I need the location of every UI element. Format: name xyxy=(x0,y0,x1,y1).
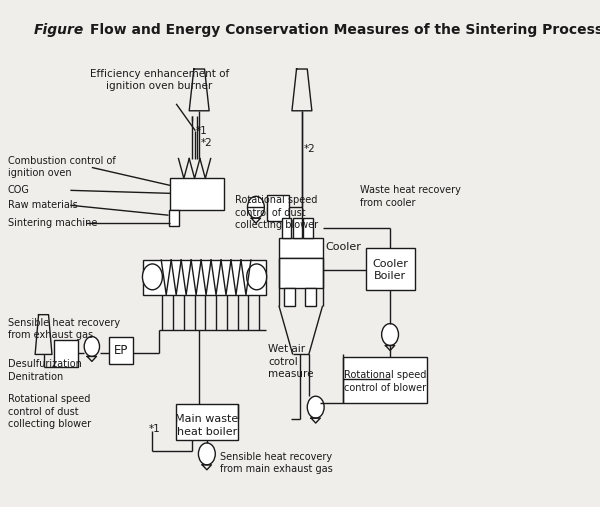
Circle shape xyxy=(247,264,266,290)
Bar xyxy=(170,178,224,210)
Circle shape xyxy=(307,396,324,418)
Text: Rotational speed
control of dust
collecting blower: Rotational speed control of dust collect… xyxy=(8,394,91,429)
Text: Efficiency enhancement of
ignition oven burner: Efficiency enhancement of ignition oven … xyxy=(89,69,229,91)
Text: Waste heat recovery
from cooler: Waste heat recovery from cooler xyxy=(360,186,461,208)
Text: Rotational speed
control of blower: Rotational speed control of blower xyxy=(344,370,426,393)
Bar xyxy=(169,210,179,226)
Circle shape xyxy=(382,323,398,345)
Circle shape xyxy=(142,264,163,290)
Circle shape xyxy=(199,443,215,465)
Text: Sintering machine: Sintering machine xyxy=(8,218,97,228)
Bar xyxy=(268,195,289,221)
Text: *2: *2 xyxy=(201,137,212,148)
Bar xyxy=(343,357,427,403)
Bar xyxy=(109,337,133,365)
Text: *1: *1 xyxy=(149,424,160,434)
Text: Cooler: Cooler xyxy=(326,242,362,252)
Bar xyxy=(143,260,266,295)
Text: Sensible heat recovery
from exhaust gas: Sensible heat recovery from exhaust gas xyxy=(8,318,119,340)
Bar xyxy=(304,218,313,238)
Text: Desulfurization
Denitration: Desulfurization Denitration xyxy=(8,359,82,382)
Text: COG: COG xyxy=(8,186,29,195)
Bar xyxy=(53,340,78,368)
Text: EP: EP xyxy=(114,344,128,357)
Bar xyxy=(305,288,316,306)
Bar xyxy=(279,238,323,258)
Text: *1: *1 xyxy=(196,126,208,136)
Bar xyxy=(365,248,415,290)
Text: Main waste
heat boiler: Main waste heat boiler xyxy=(175,414,238,437)
Bar xyxy=(279,258,323,288)
Bar xyxy=(293,218,302,238)
Circle shape xyxy=(84,337,100,356)
Bar xyxy=(282,218,291,238)
Text: Raw materials: Raw materials xyxy=(8,200,77,210)
Text: Wet air
cotrol
measure: Wet air cotrol measure xyxy=(268,344,314,379)
Text: Figure: Figure xyxy=(34,23,84,38)
Text: Flow and Energy Conservation Measures of the Sintering Process: Flow and Energy Conservation Measures of… xyxy=(89,23,600,38)
Text: *2: *2 xyxy=(304,143,315,154)
Text: Rotational speed
control of dust
collecting blower: Rotational speed control of dust collect… xyxy=(235,195,319,230)
Text: Sensible heat recovery
from main exhaust gas: Sensible heat recovery from main exhaust… xyxy=(220,452,332,475)
Text: Combustion control of
ignition oven: Combustion control of ignition oven xyxy=(8,156,115,178)
Text: Cooler
Boiler: Cooler Boiler xyxy=(372,259,408,281)
Bar xyxy=(176,404,238,440)
Circle shape xyxy=(247,196,265,218)
Bar xyxy=(284,288,295,306)
